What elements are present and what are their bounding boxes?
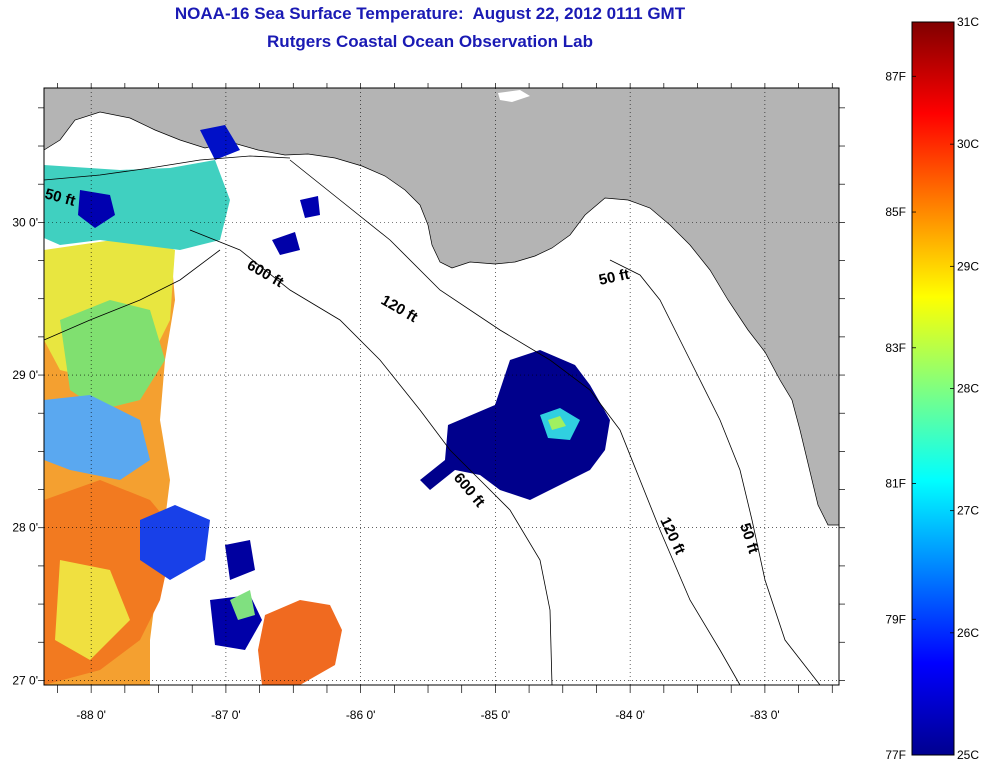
celsius-label: 31C <box>957 15 979 29</box>
lon-tick-label: -87 0' <box>211 708 241 722</box>
sst-patch-west-green <box>60 300 165 410</box>
contour-west-shelf <box>43 249 221 341</box>
contour-120ft <box>289 159 741 686</box>
contour-600ft <box>189 229 553 686</box>
island <box>498 90 530 102</box>
sst-patch-ne-blue <box>272 232 300 255</box>
sst-patch-blue-3 <box>200 125 240 160</box>
lon-tick-label: -88 0' <box>76 708 106 722</box>
celsius-label: 29C <box>957 259 979 273</box>
map-subtitle: Rutgers Coastal Ocean Observation Lab <box>267 32 593 51</box>
contour-50ft-east <box>609 259 821 686</box>
lon-tick-label: -86 0' <box>346 708 376 722</box>
land-mass <box>44 88 839 526</box>
sst-patch-west-lightblue <box>44 395 150 480</box>
celsius-label: 30C <box>957 137 979 151</box>
colorbar <box>911 21 955 756</box>
map-title: NOAA-16 Sea Surface Temperature: August … <box>174 4 686 23</box>
sst-patch-ne-blue-2 <box>300 196 320 218</box>
fahrenheit-label: 81F <box>885 477 906 491</box>
sst-patch-central-green <box>548 416 566 430</box>
lon-tick-label: -83 0' <box>750 708 780 722</box>
depth-contours <box>43 155 821 686</box>
map-grid <box>44 88 839 685</box>
celsius-label: 27C <box>957 504 979 518</box>
celsius-label: 28C <box>957 382 979 396</box>
lat-tick-label: 28 0' <box>12 521 38 535</box>
fahrenheit-label: 77F <box>885 748 906 762</box>
fahrenheit-label: 87F <box>885 69 906 83</box>
contour-50ft-west <box>43 155 291 181</box>
fahrenheit-label: 83F <box>885 341 906 355</box>
fahrenheit-label: 85F <box>885 205 906 219</box>
lat-tick-label: 27 0' <box>12 673 38 687</box>
celsius-label: 26C <box>957 626 979 640</box>
sst-patch-central-blue <box>420 350 610 500</box>
lat-tick-label: 30 0' <box>12 215 38 229</box>
sst-patch-blue-4 <box>225 540 255 580</box>
celsius-label: 25C <box>957 748 979 762</box>
sst-patch-south-orange <box>258 600 342 685</box>
sst-patch-blue-1 <box>78 190 115 228</box>
lat-tick-label: 29 0' <box>12 368 38 382</box>
sst-patch-sw-yellow <box>55 560 130 660</box>
fahrenheit-label: 79F <box>885 612 906 626</box>
sst-patch-blue-2 <box>140 505 210 580</box>
map-frame <box>43 87 840 686</box>
contour-label: 50 ft <box>597 266 631 289</box>
lon-tick-label: -85 0' <box>481 708 511 722</box>
map-ticks: -88 0' -87 0' -86 0' -85 0' -84 0' -83 0' 30 0… <box>12 83 845 722</box>
sst-patch-west-cyan <box>44 160 230 250</box>
colorbar-labels: 31C 30C 29C 28C 27C 26C 25C 87F 85F 83F 81F 79F 77F <box>885 15 979 762</box>
sst-patch-south-green <box>230 590 255 620</box>
lon-tick-label: -84 0' <box>615 708 645 722</box>
